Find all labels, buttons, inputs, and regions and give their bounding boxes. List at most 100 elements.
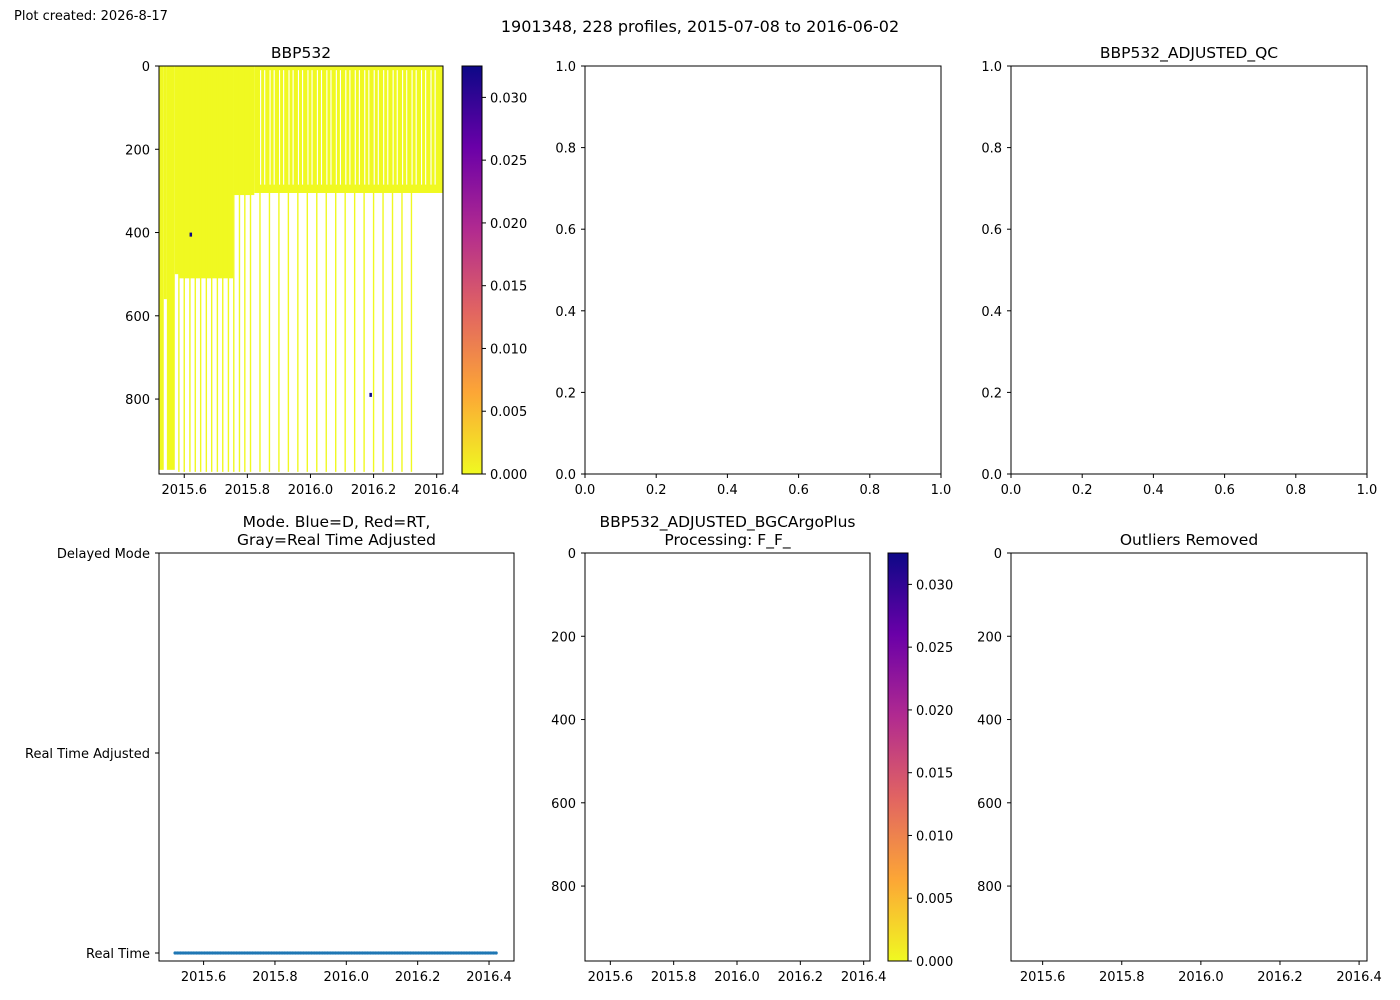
panel-title: BBP532_ADJUSTED_BGCArgoPlus	[600, 513, 856, 532]
figure-suptitle: 1901348, 228 profiles, 2015-07-08 to 201…	[501, 17, 899, 36]
mode-point	[307, 951, 311, 955]
mode-point	[240, 951, 244, 955]
y-tick-label: Delayed Mode	[57, 547, 150, 562]
mode-point	[248, 951, 252, 955]
y-tick-label: 800	[551, 880, 576, 895]
mode-point	[403, 951, 407, 955]
mode-point	[312, 951, 316, 955]
axes-frame	[158, 552, 515, 962]
x-tick-label: 2015.8	[1099, 970, 1145, 985]
axes-background	[1011, 66, 1367, 474]
colorbar-tick-label: 0.000	[490, 468, 527, 483]
mode-point	[441, 951, 445, 955]
mode-point	[232, 951, 236, 955]
x-tick-label: 0.8	[1285, 483, 1306, 498]
mode-point	[256, 951, 260, 955]
mode-point	[280, 951, 284, 955]
mode-point	[483, 951, 488, 955]
mode-point	[416, 951, 421, 955]
x-tick-label: 0.0	[575, 483, 596, 498]
mode-point	[202, 951, 207, 955]
y-tick-label: 0.8	[555, 142, 576, 157]
y-tick-label: 0	[994, 547, 1002, 562]
y-tick-label: 200	[977, 630, 1002, 645]
mode-point	[395, 951, 399, 955]
mode-point	[494, 951, 498, 955]
colorbar-tick-label: 0.015	[490, 280, 527, 295]
mode-point	[435, 951, 439, 955]
mode-point	[216, 951, 220, 955]
mode-point	[181, 951, 185, 955]
mode-point	[424, 951, 429, 955]
mode-point	[352, 951, 356, 955]
mode-point	[457, 951, 461, 955]
x-tick-label: 2016.2	[395, 970, 441, 985]
profile-block	[254, 66, 443, 193]
x-tick-label: 0.0	[1001, 483, 1022, 498]
mode-point	[323, 951, 327, 955]
mode-point	[481, 951, 485, 955]
mode-point	[462, 951, 466, 955]
x-tick-label: 2016.2	[1257, 970, 1303, 985]
mode-point	[387, 951, 391, 955]
mode-point	[283, 951, 287, 955]
profile-block	[159, 66, 164, 470]
x-tick-label: 2015.8	[651, 970, 697, 985]
mode-point	[438, 951, 442, 955]
colorbar	[461, 65, 483, 475]
mode-point	[275, 951, 279, 955]
mode-point	[344, 951, 348, 955]
x-tick-label: 2016.0	[1178, 970, 1224, 985]
x-tick-label: 2015.6	[1020, 970, 1066, 985]
x-tick-label: 2015.8	[225, 483, 271, 498]
mode-point	[226, 951, 231, 955]
mode-point	[491, 951, 496, 955]
mode-point	[419, 951, 423, 955]
mode-point	[408, 951, 413, 955]
axes-frame	[1010, 65, 1368, 475]
mode-point	[197, 951, 201, 955]
x-tick-label: 1.0	[931, 483, 952, 498]
mode-point	[328, 951, 332, 955]
x-tick-label: 2016.2	[778, 970, 824, 985]
mode-point	[194, 951, 199, 955]
x-tick-label: 0.6	[788, 483, 809, 498]
x-tick-label: 2015.6	[181, 970, 227, 985]
mode-point	[317, 951, 322, 955]
mode-point	[176, 951, 180, 955]
mode-point	[304, 951, 308, 955]
y-tick-label: 0	[568, 547, 576, 562]
mode-point	[259, 951, 263, 955]
mode-point	[331, 951, 335, 955]
mode-point	[229, 951, 233, 955]
x-tick-label: 2016.0	[714, 970, 760, 985]
x-tick-label: 2016.4	[466, 970, 512, 985]
y-tick-label: 400	[551, 714, 576, 729]
colorbar-tick-label: 0.005	[490, 405, 527, 420]
mode-point	[374, 951, 378, 955]
mode-point	[285, 951, 290, 955]
panel-title: Outliers Removed	[1120, 531, 1258, 549]
x-tick-label: 2016.0	[324, 970, 370, 985]
x-tick-label: 0.6	[1214, 483, 1235, 498]
mode-point	[473, 951, 477, 955]
mode-point	[334, 951, 338, 955]
profile-block	[163, 66, 167, 300]
x-tick-label: 1.0	[1357, 483, 1378, 498]
mode-point	[173, 951, 177, 955]
mode-point	[342, 951, 346, 955]
mode-point	[360, 951, 364, 955]
y-tick-label: 0.8	[981, 142, 1002, 157]
panel-6: Outliers Removed 2015.6 2015.8 2016.0 2016.2…	[977, 531, 1382, 985]
mode-point	[251, 951, 255, 955]
mode-point	[376, 951, 381, 955]
y-tick-label: 0.6	[555, 223, 576, 238]
x-tick-label: 2016.4	[414, 483, 460, 498]
mode-point	[454, 951, 458, 955]
mode-point	[261, 951, 265, 955]
x-tick-label: 2015.6	[588, 970, 634, 985]
mode-point	[363, 951, 367, 955]
plot-created-text: Plot created: 2026-8-17	[14, 9, 168, 24]
mode-point	[486, 951, 490, 955]
mode-point	[406, 951, 410, 955]
